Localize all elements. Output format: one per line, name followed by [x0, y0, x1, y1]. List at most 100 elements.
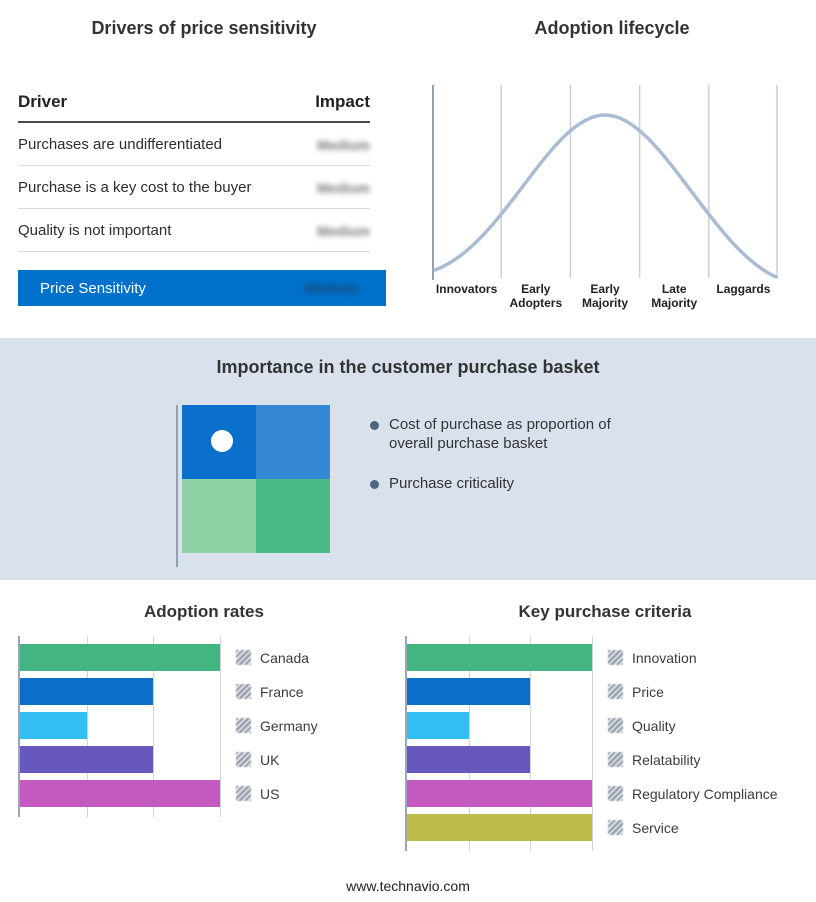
key-purchase-criteria-legend: Innovation Price Quality Relatability Regula… — [592, 636, 778, 851]
bar-regulatory-compliance — [407, 780, 592, 807]
legend-label: Quality — [632, 717, 676, 734]
column-header-impact: Impact — [315, 92, 370, 111]
purchase-basket-title: Importance in the customer purchase bask… — [216, 357, 600, 377]
legend-item-quality: Quality — [608, 712, 778, 739]
legend-label: Germany — [260, 717, 318, 734]
legend-swatch-icon — [608, 786, 623, 801]
quadrant-bottom-right — [256, 479, 330, 553]
legend-label: France — [260, 683, 304, 700]
legend-label: Price — [632, 683, 664, 700]
bullet-icon — [370, 479, 379, 489]
legend-item-uk: UK — [236, 746, 318, 773]
bar-us — [20, 780, 220, 807]
legend-item-us: US — [236, 780, 318, 807]
key-purchase-criteria-title: Key purchase criteria — [518, 602, 692, 621]
price-sensitivity-summary-bar: Price Sensitivity Medium — [18, 270, 386, 306]
lifecycle-stage-label: Laggards — [716, 282, 771, 296]
legend-label: Innovation — [632, 649, 697, 666]
bar-row — [407, 678, 592, 705]
legend-item-service: Service — [608, 814, 778, 841]
bar-row — [407, 712, 592, 739]
bar-uk — [20, 746, 154, 773]
legend-item-canada: Canada — [236, 644, 318, 671]
gridline — [530, 636, 532, 851]
purchase-basket-section: Importance in the customer purchase bask… — [0, 338, 816, 580]
legend-swatch-icon — [608, 650, 623, 665]
summary-impact-value: Medium — [305, 280, 358, 296]
legend-swatch-icon — [608, 820, 623, 835]
adoption-lifecycle-panel: Adoption lifecycle Innovators Early Adopt… — [408, 0, 816, 338]
key-purchase-criteria-plot — [405, 636, 593, 851]
price-sensitivity-title: Drivers of price sensitivity — [91, 18, 317, 38]
legend-label: Service — [632, 819, 679, 836]
lifecycle-labels: Innovators Early Adopters Early Majority La… — [432, 282, 778, 311]
legend-item-innovation: Innovation — [608, 644, 778, 671]
legend-swatch-icon — [236, 786, 251, 801]
marker-dot-icon — [211, 430, 233, 452]
driver-cell: Purchases are undifferentiated — [18, 136, 223, 153]
legend-label: UK — [260, 751, 280, 768]
legend-item-relatability: Relatability — [608, 746, 778, 773]
legend-item-price: Price — [608, 678, 778, 705]
top-section: Drivers of price sensitivity Driver Impa… — [0, 0, 816, 338]
bar-innovation — [407, 644, 592, 671]
table-row: Quality is not important Medium — [18, 209, 370, 252]
bar-row — [407, 644, 592, 671]
price-sensitivity-table: Driver Impact Purchases are undifferenti… — [18, 92, 370, 252]
table-row: Purchase is a key cost to the buyer Mediu… — [18, 166, 370, 209]
legend-swatch-icon — [608, 684, 623, 699]
legend-item-regulatory-compliance: Regulatory Compliance — [608, 780, 778, 807]
legend-label: Canada — [260, 649, 310, 666]
quadrant-top-right — [256, 405, 330, 479]
bar-service — [407, 814, 592, 841]
price-sensitivity-panel: Drivers of price sensitivity Driver Impa… — [0, 0, 408, 338]
bullet-text: Cost of purchase as proportion of overal… — [389, 416, 611, 452]
gridline — [153, 636, 155, 817]
gridline — [86, 636, 88, 817]
column-header-driver: Driver — [18, 92, 68, 111]
price-table-rows: Purchases are undifferentiated Medium Purc… — [18, 123, 370, 252]
bar-france — [20, 678, 154, 705]
legend-swatch-icon — [236, 650, 251, 665]
lifecycle-stage-label: Late Majority — [651, 282, 698, 311]
key-purchase-criteria-chart: Key purchase criteria Innovation Price Qua… — [405, 602, 805, 851]
bar-row — [20, 712, 220, 739]
bullet-item: Cost of purchase as proportion of overal… — [370, 416, 655, 454]
summary-label: Price Sensitivity — [40, 279, 146, 297]
legend-item-france: France — [236, 678, 318, 705]
legend-item-germany: Germany — [236, 712, 318, 739]
driver-cell: Quality is not important — [18, 222, 172, 239]
quadrant-axis — [176, 405, 178, 567]
basket-bullets: Cost of purchase as proportion of overal… — [370, 416, 655, 514]
bar-row — [20, 678, 220, 705]
impact-cell: Medium — [317, 222, 370, 239]
legend-label: US — [260, 785, 280, 802]
bell-curve — [433, 113, 778, 279]
driver-cell: Purchase is a key cost to the buyer — [18, 179, 252, 196]
bar-row — [20, 746, 220, 773]
impact-cell: Medium — [317, 136, 370, 153]
bullet-text: Purchase criticality — [389, 474, 515, 492]
legend-label: Relatability — [632, 751, 701, 768]
bar-quality — [407, 712, 469, 739]
adoption-rates-title: Adoption rates — [144, 602, 264, 621]
bar-canada — [20, 644, 220, 671]
bottom-section: Adoption rates Canada France Germany UK US K… — [0, 580, 816, 902]
bar-price — [407, 678, 531, 705]
bar-germany — [20, 712, 87, 739]
legend-swatch-icon — [236, 684, 251, 699]
legend-swatch-icon — [236, 752, 251, 767]
adoption-lifecycle-title: Adoption lifecycle — [534, 18, 690, 38]
lifecycle-chart — [432, 85, 778, 280]
bar-relatability — [407, 746, 531, 773]
quadrant-top-left — [182, 405, 256, 479]
adoption-rates-chart: Adoption rates Canada France Germany UK US — [18, 602, 390, 817]
lifecycle-stage-label: Innovators — [435, 282, 498, 296]
gridline — [220, 636, 221, 817]
footer-url: www.technavio.com — [346, 878, 470, 894]
bullet-item: Purchase criticality — [370, 475, 655, 494]
lifecycle-stage-label: Early Adopters — [509, 282, 563, 311]
legend-swatch-icon — [608, 752, 623, 767]
bar-row — [20, 644, 220, 671]
